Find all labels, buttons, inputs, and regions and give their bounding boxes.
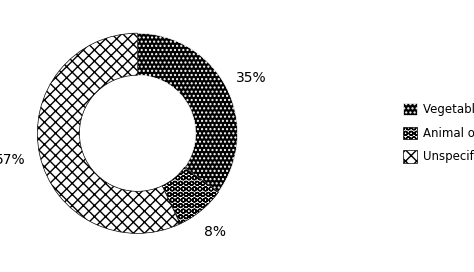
- Text: 57%: 57%: [0, 153, 26, 167]
- Text: 35%: 35%: [236, 71, 266, 85]
- Wedge shape: [162, 167, 219, 224]
- Wedge shape: [137, 33, 237, 192]
- Wedge shape: [37, 33, 180, 233]
- Text: 8%: 8%: [204, 225, 226, 239]
- Legend: Vegetable oils, Animal oils, Unspecified oil: Vegetable oils, Animal oils, Unspecified…: [399, 98, 474, 168]
